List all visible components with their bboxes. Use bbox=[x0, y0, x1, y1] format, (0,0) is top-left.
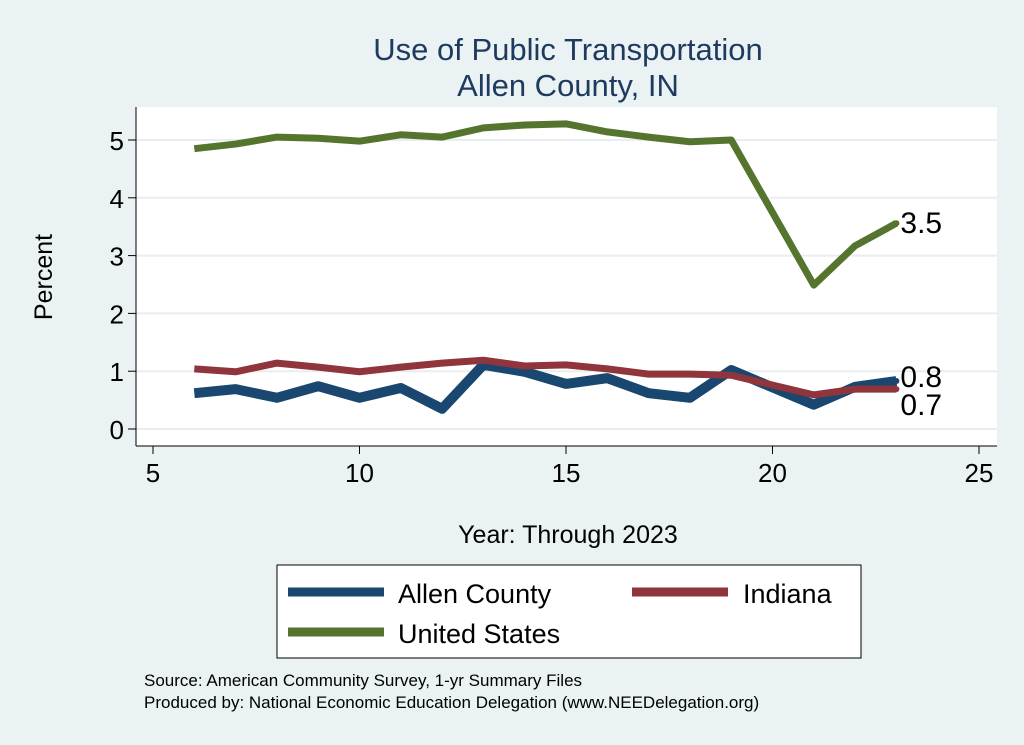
end-point bbox=[893, 220, 900, 227]
legend-label-allen-county: Allen County bbox=[398, 579, 552, 609]
x-axis-label: Year: Through 2023 bbox=[458, 521, 678, 549]
y-tick-label: 1 bbox=[110, 357, 124, 387]
end-label: 0.8 bbox=[900, 361, 942, 394]
x-tick-label: 15 bbox=[552, 458, 581, 488]
legend: Allen County Indiana United States bbox=[276, 564, 862, 659]
x-tick-label: 10 bbox=[345, 458, 374, 488]
y-tick-label: 5 bbox=[110, 126, 124, 156]
series-line-indiana bbox=[194, 356, 897, 399]
y-tick-label: 2 bbox=[110, 299, 124, 329]
legend-label-indiana: Indiana bbox=[743, 579, 833, 609]
end-point bbox=[893, 378, 900, 385]
y-axis-label: Percent bbox=[30, 234, 58, 320]
produced-by-note: Produced by: National Economic Education… bbox=[144, 693, 759, 712]
series-line-united-states bbox=[193, 120, 899, 289]
chart-title: Use of Public Transportation bbox=[373, 32, 762, 67]
chart-subtitle: Allen County, IN bbox=[457, 68, 679, 103]
legend-label-united-states: United States bbox=[398, 619, 560, 649]
end-label: 0.7 bbox=[900, 389, 942, 422]
end-point bbox=[893, 386, 900, 393]
x-tick-label: 5 bbox=[146, 458, 160, 488]
end-label: 3.5 bbox=[900, 207, 942, 240]
source-note: Source: American Community Survey, 1-yr … bbox=[144, 671, 582, 690]
x-tick-label: 25 bbox=[965, 458, 994, 488]
y-tick-label: 0 bbox=[110, 415, 124, 445]
x-tick-label: 20 bbox=[758, 458, 787, 488]
y-tick-label: 4 bbox=[110, 184, 124, 214]
y-tick-label: 3 bbox=[110, 242, 124, 272]
